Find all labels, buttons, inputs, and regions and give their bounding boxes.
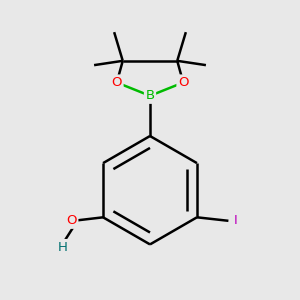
Text: I: I <box>234 214 238 227</box>
Text: O: O <box>66 214 77 227</box>
Text: O: O <box>112 76 122 89</box>
Text: O: O <box>178 76 188 89</box>
Text: H: H <box>58 241 68 254</box>
Text: B: B <box>146 89 154 102</box>
